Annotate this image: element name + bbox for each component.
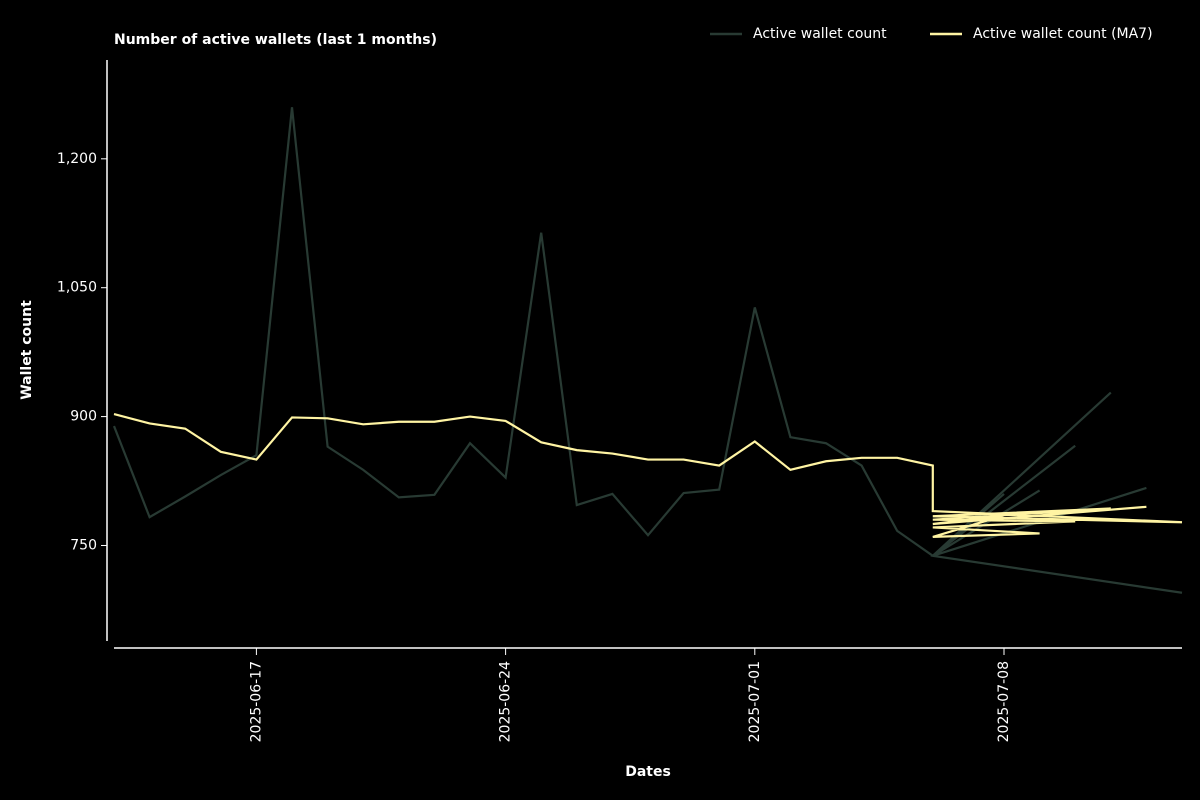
legend-label: Active wallet count (MA7) [973, 26, 1153, 42]
y-tick-label: 1,200 [57, 151, 97, 167]
x-tick-label: 2025-07-01 [747, 661, 763, 742]
y-tick-label: 750 [70, 537, 97, 553]
data-line [112, 107, 1183, 594]
y-tick-label: 900 [70, 409, 97, 425]
y-tick-label: 1,050 [57, 280, 97, 296]
legend-label: Active wallet count [753, 26, 887, 42]
chart-title: Number of active wallets (last 1 months) [114, 32, 437, 48]
x-tick-label: 2025-07-08 [996, 661, 1012, 742]
y-axis-label: Wallet count [19, 300, 35, 400]
x-tick-label: 2025-06-24 [498, 661, 514, 742]
x-axis-label: Dates [625, 764, 671, 780]
x-tick-label: 2025-06-17 [248, 661, 264, 742]
data-line [113, 412, 1183, 538]
